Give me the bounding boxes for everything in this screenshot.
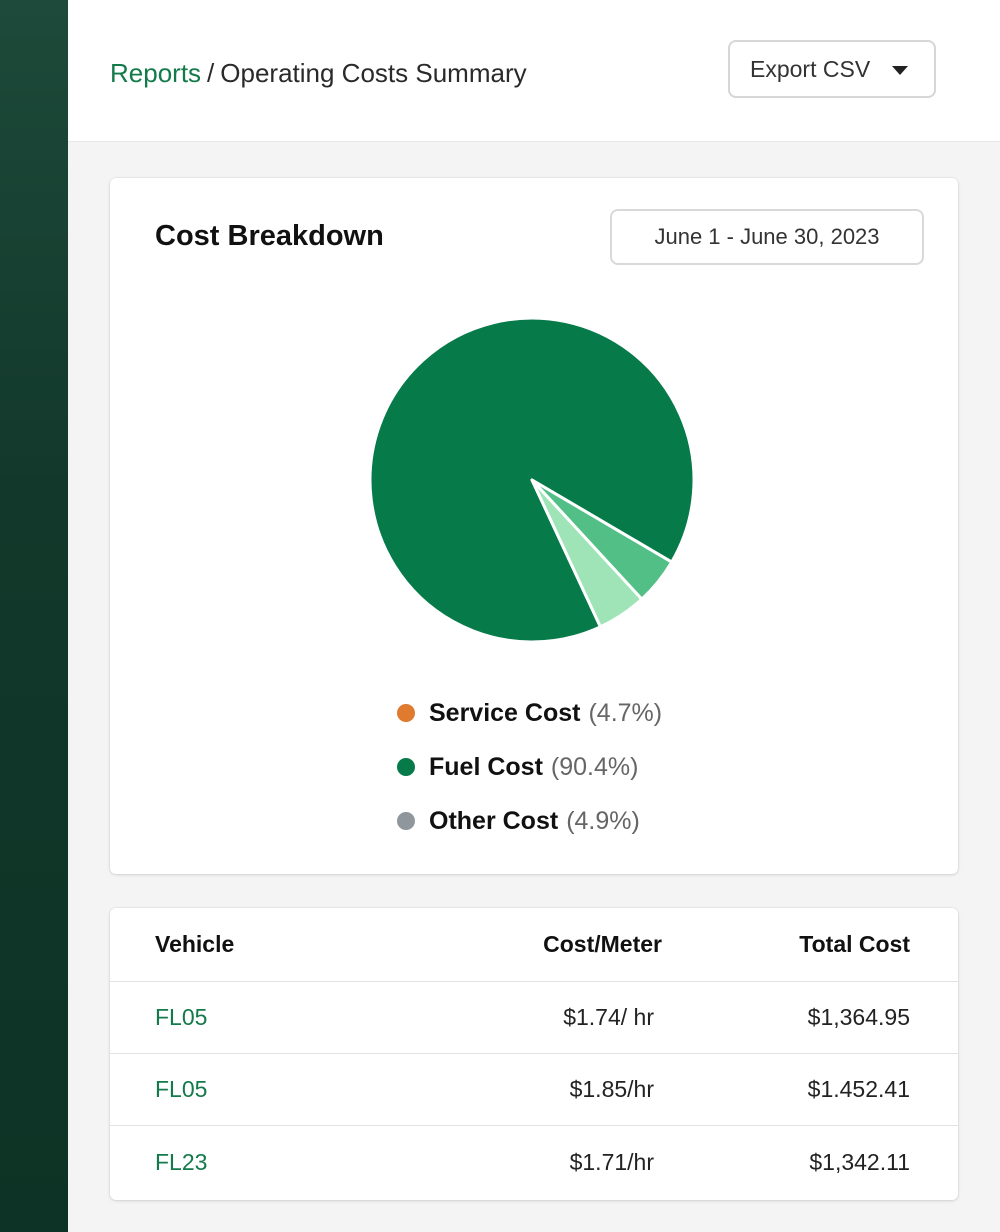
cost-breakdown-card: Cost Breakdown June 1 - June 30, 2023 Se… <box>110 178 958 874</box>
sidebar <box>0 0 68 1232</box>
cost-meter-cell: $1.85/hr <box>410 1053 662 1126</box>
table-row: FL05 $1.85/hr $1.452.41 <box>110 1053 958 1126</box>
table-header-row: Vehicle Cost/Meter Total Cost <box>110 908 958 982</box>
legend-item: Service Cost (4.7%) <box>397 686 662 740</box>
breadcrumb: Reports / Operating Costs Summary <box>110 56 527 90</box>
table-row: FL05 $1.74/ hr $1,364.95 <box>110 981 958 1054</box>
header: Reports / Operating Costs Summary Export C… <box>68 0 1000 142</box>
vehicle-cost-table: Vehicle Cost/Meter Total Cost FL05 $1.74… <box>110 908 958 1199</box>
legend-label: Other Cost <box>429 806 559 835</box>
cost-meter-cell: $1.74/ hr <box>410 981 662 1054</box>
breadcrumb-reports-link[interactable]: Reports <box>110 58 202 88</box>
legend-dot-icon <box>397 704 415 722</box>
legend-dot-icon <box>397 758 415 776</box>
vehicle-link[interactable]: FL05 <box>155 1075 208 1102</box>
legend-label: Service Cost <box>429 698 581 727</box>
table-row: FL23 $1.71/hr $1,342.11 <box>110 1125 958 1199</box>
vehicle-link[interactable]: FL05 <box>155 1003 208 1030</box>
pie-chart <box>368 316 696 644</box>
card-title: Cost Breakdown <box>155 220 384 252</box>
date-range-button[interactable]: June 1 - June 30, 2023 <box>610 209 924 265</box>
legend-percent: (90.4%) <box>550 752 639 781</box>
legend-item: Other Cost (4.9%) <box>397 794 662 848</box>
legend-dot-icon <box>397 812 415 830</box>
pie-slice-other-cost <box>530 478 644 629</box>
legend-percent: (4.7%) <box>588 698 663 727</box>
header-cost-meter[interactable]: Cost/Meter <box>410 908 662 982</box>
vehicle-cost-table-card: Vehicle Cost/Meter Total Cost FL05 $1.74… <box>110 908 958 1200</box>
export-csv-button[interactable]: Export CSV <box>728 40 936 98</box>
legend-label: Fuel Cost <box>429 752 543 781</box>
caret-down-icon <box>892 66 908 75</box>
cost-meter-cell: $1.71/hr <box>569 1148 654 1175</box>
header-total-cost[interactable]: Total Cost <box>662 908 958 982</box>
export-csv-label: Export CSV <box>750 55 871 82</box>
breadcrumb-separator: / <box>207 58 215 88</box>
page-title: Operating Costs Summary <box>220 58 527 88</box>
total-cost-cell: $1.452.41 <box>662 1053 958 1126</box>
header-vehicle[interactable]: Vehicle <box>110 908 410 982</box>
vehicle-link[interactable]: FL23 <box>155 1148 208 1175</box>
total-cost-cell: $1,342.11 <box>809 1148 910 1175</box>
chart-legend: Service Cost (4.7%) Fuel Cost (90.4%) Other … <box>397 686 662 848</box>
total-cost-cell: $1,364.95 <box>662 981 958 1054</box>
legend-item: Fuel Cost (90.4%) <box>397 740 662 794</box>
legend-percent: (4.9%) <box>566 806 640 835</box>
